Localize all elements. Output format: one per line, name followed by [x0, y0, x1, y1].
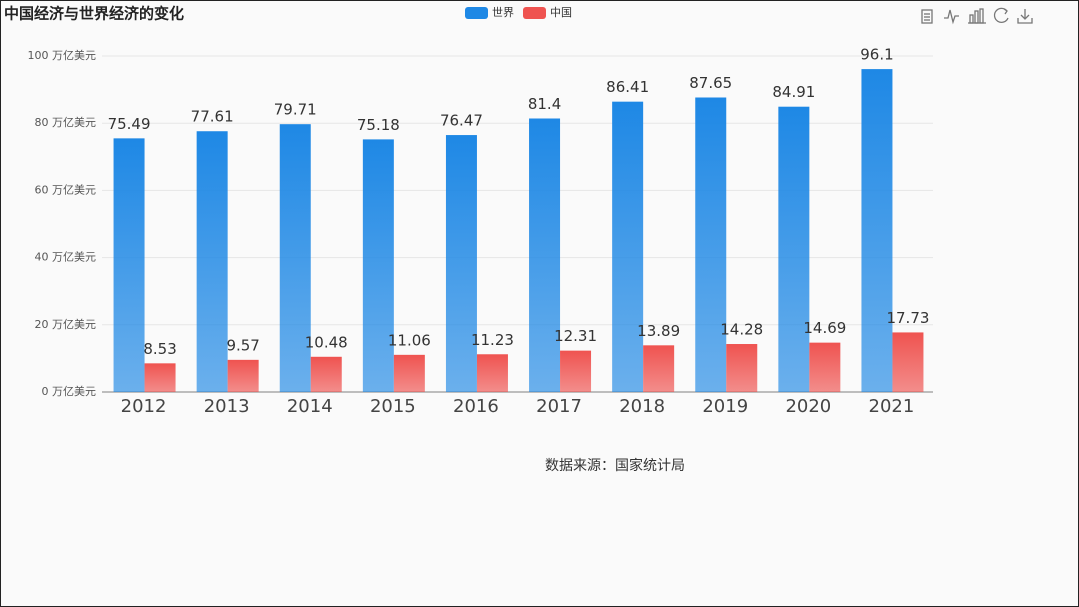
bar	[892, 332, 924, 392]
bar	[113, 138, 145, 392]
x-tick-label: 2014	[287, 396, 333, 417]
bar	[695, 97, 727, 392]
value-label: 11.23	[471, 331, 514, 349]
legend-label: 中国	[550, 6, 572, 19]
x-tick-label: 2012	[121, 396, 167, 417]
value-label: 8.53	[143, 340, 176, 358]
y-tick-label: 80 万亿美元	[35, 116, 97, 129]
bar	[726, 344, 758, 392]
value-label: 76.47	[440, 112, 483, 130]
value-label: 14.69	[803, 319, 846, 337]
bar-icon[interactable]	[968, 8, 986, 24]
value-label: 13.89	[637, 322, 680, 340]
x-tick-label: 2021	[869, 396, 915, 417]
value-label: 75.49	[108, 115, 151, 133]
bar	[529, 118, 561, 392]
bar	[227, 359, 259, 392]
value-label: 87.65	[689, 74, 732, 92]
bar	[445, 135, 477, 393]
line-icon[interactable]	[944, 9, 959, 25]
bar	[861, 69, 893, 392]
y-tick-label: 60 万亿美元	[35, 183, 97, 196]
x-tick-label: 2018	[619, 396, 665, 417]
value-label: 86.41	[606, 78, 649, 96]
bar	[144, 363, 176, 392]
bar	[196, 131, 228, 392]
x-tick-label: 2013	[204, 396, 250, 417]
value-label: 75.18	[357, 116, 400, 134]
value-label: 79.71	[274, 101, 317, 119]
y-tick-label: 40 万亿美元	[35, 251, 97, 264]
bar	[612, 101, 644, 392]
x-tick-label: 2015	[370, 396, 416, 417]
value-label: 77.61	[191, 108, 234, 126]
bar	[560, 350, 592, 392]
bar	[279, 124, 311, 392]
value-label: 11.06	[388, 331, 431, 349]
y-tick-label: 20 万亿美元	[35, 318, 97, 331]
bar	[643, 345, 675, 392]
value-label: 12.31	[554, 327, 597, 345]
bar	[809, 342, 841, 392]
value-label: 84.91	[772, 83, 815, 101]
bar	[362, 139, 394, 392]
value-label: 81.4	[528, 95, 561, 113]
value-label: 14.28	[720, 321, 763, 339]
source-note: 数据来源：国家统计局	[545, 457, 685, 474]
legend-swatch	[465, 7, 488, 19]
value-label: 10.48	[305, 333, 348, 351]
bar	[310, 356, 342, 392]
y-tick-label: 0 万亿美元	[42, 385, 97, 398]
x-tick-label: 2019	[702, 396, 748, 417]
y-tick-label: 100 万亿美元	[28, 49, 97, 62]
bar	[476, 354, 508, 392]
x-tick-label: 2020	[785, 396, 831, 417]
value-label: 9.57	[226, 336, 259, 354]
value-label: 17.73	[886, 309, 929, 327]
bar	[778, 106, 810, 393]
legend-label: 世界	[492, 6, 514, 19]
value-label: 96.1	[860, 46, 893, 64]
restore-icon[interactable]	[993, 7, 1009, 23]
legend-swatch	[523, 7, 546, 19]
x-tick-label: 2017	[536, 396, 582, 417]
data-view-icon[interactable]	[921, 9, 933, 24]
x-tick-label: 2016	[453, 396, 499, 417]
chart-title: 中国经济与世界经济的变化	[4, 5, 184, 23]
toolbox[interactable]	[921, 7, 1033, 25]
save-icon[interactable]	[1017, 9, 1033, 24]
bar	[393, 354, 425, 392]
